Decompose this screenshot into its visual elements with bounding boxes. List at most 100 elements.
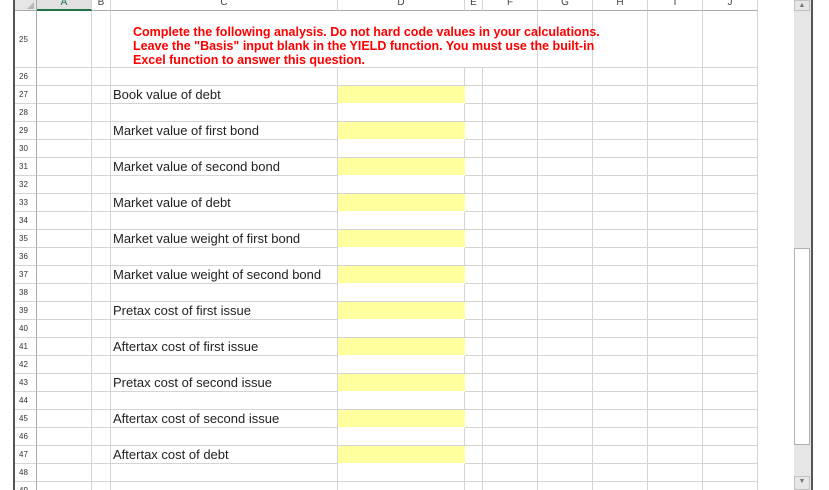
cell-E35[interactable]: [465, 230, 483, 248]
cell-I43[interactable]: [648, 374, 703, 392]
row-header[interactable]: 42: [15, 356, 37, 374]
column-header-g[interactable]: G: [538, 0, 593, 11]
cell-E48[interactable]: [465, 464, 483, 482]
cell-A45[interactable]: [37, 410, 92, 428]
cell-F36[interactable]: [483, 248, 538, 266]
cell-H36[interactable]: [593, 248, 648, 266]
cell-D32[interactable]: [338, 176, 465, 194]
cell-C28[interactable]: [111, 104, 338, 122]
row-header[interactable]: 44: [15, 392, 37, 410]
cell-J32[interactable]: [703, 176, 758, 194]
column-header-c[interactable]: C: [111, 0, 338, 11]
row-header[interactable]: 41: [15, 338, 37, 356]
cell-J37[interactable]: [703, 266, 758, 284]
row-header[interactable]: 31: [15, 158, 37, 176]
cell-F37[interactable]: [483, 266, 538, 284]
column-header-d[interactable]: D: [338, 0, 465, 11]
cell-D44[interactable]: [338, 392, 465, 410]
cell-F34[interactable]: [483, 212, 538, 230]
cell-I47[interactable]: [648, 446, 703, 464]
cell-I35[interactable]: [648, 230, 703, 248]
row-header[interactable]: 35: [15, 230, 37, 248]
cell-J39[interactable]: [703, 302, 758, 320]
cell-C46[interactable]: [111, 428, 338, 446]
cell-E43[interactable]: [465, 374, 483, 392]
cell-B36[interactable]: [92, 248, 111, 266]
input-cell[interactable]: [338, 158, 465, 176]
cell-J40[interactable]: [703, 320, 758, 338]
cell-C34[interactable]: [111, 212, 338, 230]
cell-G32[interactable]: [538, 176, 593, 194]
cell-G49[interactable]: [538, 482, 593, 490]
cell-H26[interactable]: [593, 68, 648, 86]
cell-B35[interactable]: [92, 230, 111, 248]
cell-J30[interactable]: [703, 140, 758, 158]
input-cell[interactable]: [338, 122, 465, 140]
cell-G44[interactable]: [538, 392, 593, 410]
cell-J26[interactable]: [703, 68, 758, 86]
row-label[interactable]: Market value of first bond: [111, 122, 338, 140]
cell-B29[interactable]: [92, 122, 111, 140]
cell-B44[interactable]: [92, 392, 111, 410]
cell-I26[interactable]: [648, 68, 703, 86]
cell-J43[interactable]: [703, 374, 758, 392]
cell-G45[interactable]: [538, 410, 593, 428]
cell-A32[interactable]: [37, 176, 92, 194]
scroll-up-icon[interactable]: ▲: [794, 0, 810, 11]
column-header-i[interactable]: I: [648, 0, 703, 11]
row-header[interactable]: 45: [15, 410, 37, 428]
cell-A49[interactable]: [37, 482, 92, 490]
column-header-h[interactable]: H: [593, 0, 648, 11]
cell-I49[interactable]: [648, 482, 703, 490]
cell-A30[interactable]: [37, 140, 92, 158]
cell-I28[interactable]: [648, 104, 703, 122]
cell-B42[interactable]: [92, 356, 111, 374]
cell-G34[interactable]: [538, 212, 593, 230]
row-header[interactable]: 32: [15, 176, 37, 194]
cell-H32[interactable]: [593, 176, 648, 194]
cell-C42[interactable]: [111, 356, 338, 374]
column-header-a[interactable]: A: [37, 0, 92, 11]
input-cell[interactable]: [338, 194, 465, 212]
cell-C49[interactable]: [111, 482, 338, 490]
select-all-button[interactable]: [15, 0, 37, 11]
cell-E49[interactable]: [465, 482, 483, 490]
cell-A28[interactable]: [37, 104, 92, 122]
cell-D40[interactable]: [338, 320, 465, 338]
cell-G38[interactable]: [538, 284, 593, 302]
cell-J27[interactable]: [703, 86, 758, 104]
cell-F40[interactable]: [483, 320, 538, 338]
cell-I38[interactable]: [648, 284, 703, 302]
cell-D36[interactable]: [338, 248, 465, 266]
cell-F47[interactable]: [483, 446, 538, 464]
cell-F38[interactable]: [483, 284, 538, 302]
cell-G37[interactable]: [538, 266, 593, 284]
cell-I36[interactable]: [648, 248, 703, 266]
cell-A36[interactable]: [37, 248, 92, 266]
input-cell[interactable]: [338, 230, 465, 248]
input-cell[interactable]: [338, 338, 465, 356]
row-label[interactable]: Aftertax cost of first issue: [111, 338, 338, 356]
cell-A25[interactable]: [37, 11, 92, 68]
cell-H31[interactable]: [593, 158, 648, 176]
cell-D48[interactable]: [338, 464, 465, 482]
cell-G48[interactable]: [538, 464, 593, 482]
cell-B46[interactable]: [92, 428, 111, 446]
cell-E36[interactable]: [465, 248, 483, 266]
cell-H35[interactable]: [593, 230, 648, 248]
column-header-f[interactable]: F: [483, 0, 538, 11]
cell-B37[interactable]: [92, 266, 111, 284]
cell-B49[interactable]: [92, 482, 111, 490]
vertical-scrollbar[interactable]: ▲ ▼: [794, 0, 811, 490]
cell-B48[interactable]: [92, 464, 111, 482]
cell-B34[interactable]: [92, 212, 111, 230]
cell-E30[interactable]: [465, 140, 483, 158]
row-label[interactable]: Market value of debt: [111, 194, 338, 212]
cell-F27[interactable]: [483, 86, 538, 104]
cell-F26[interactable]: [483, 68, 538, 86]
row-header[interactable]: 34: [15, 212, 37, 230]
cell-J38[interactable]: [703, 284, 758, 302]
row-header[interactable]: 43: [15, 374, 37, 392]
cell-F30[interactable]: [483, 140, 538, 158]
cell-G25[interactable]: [538, 11, 593, 68]
